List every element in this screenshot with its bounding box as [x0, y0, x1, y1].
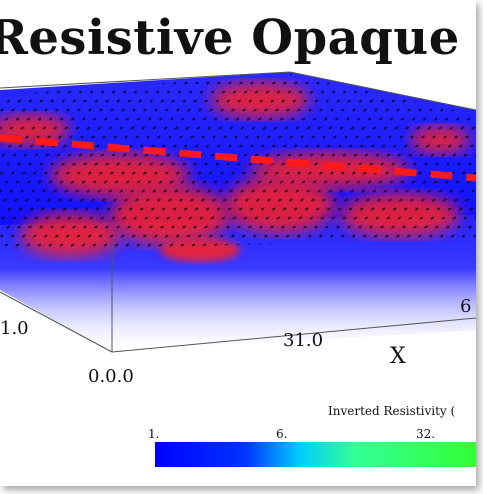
- axis-tick-left: 1.0: [0, 318, 29, 339]
- resistivity-volume-render: [0, 71, 476, 353]
- axis-tick-mid: 31.0: [283, 330, 324, 351]
- profile-line: [0, 134, 476, 182]
- colorbar-tick: 32.: [416, 427, 436, 441]
- page-title: Resistive Opaque V: [0, 10, 476, 66]
- x-axis-label: X: [390, 344, 406, 369]
- axis-tick-right: 6: [460, 296, 472, 317]
- colorbar-tick: 6.: [276, 427, 288, 441]
- colorbar-tick: 1.: [148, 427, 160, 441]
- bounding-box: [0, 71, 476, 353]
- colorbar: [155, 442, 476, 467]
- electrode-grid: [0, 74, 476, 250]
- axis-tick-origin: 0.0.0: [88, 366, 134, 387]
- figure-frame: Resistive Opaque V 1.0 0.0.0 31.0 6 X In…: [0, 10, 476, 467]
- colorbar-title: Inverted Resistivity (: [328, 404, 456, 418]
